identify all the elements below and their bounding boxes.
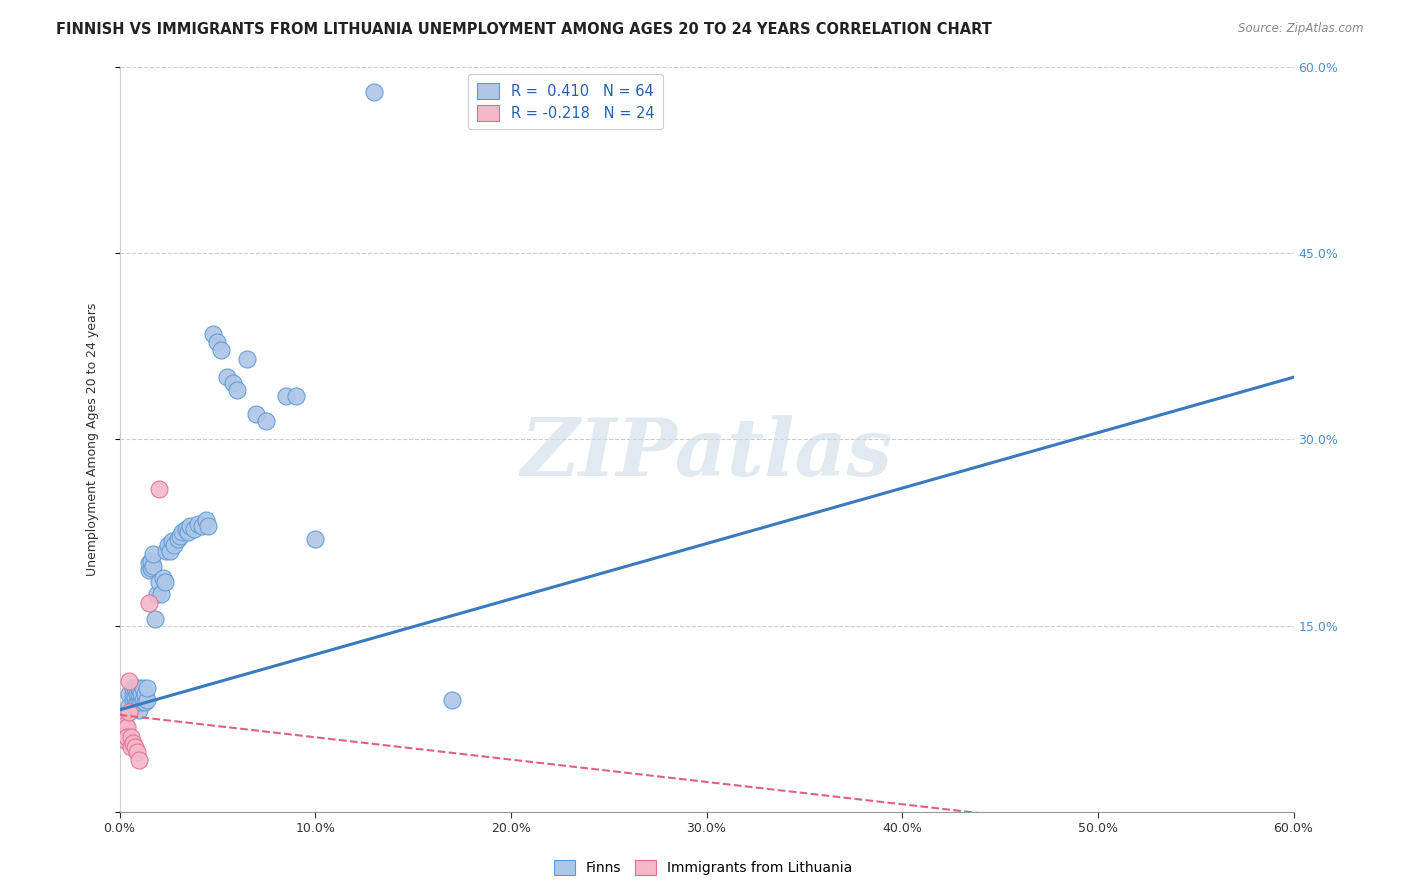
Point [149,587,172,601]
Point [128,753,150,767]
Point [108,720,131,734]
Point [134,687,156,701]
Point [143,612,166,626]
Point [441,693,464,707]
Point [172,525,194,540]
Point [209,343,232,357]
Point [145,587,167,601]
Point [110,715,132,730]
Point [139,554,162,568]
Point [235,351,257,366]
Point [139,561,162,575]
Point [108,715,131,730]
Point [114,732,136,747]
Point [202,326,225,341]
Point [127,696,149,710]
Point [148,575,170,590]
Point [177,525,200,540]
Point [174,522,197,536]
Point [128,703,150,717]
Point [112,720,135,734]
Point [112,715,135,730]
Point [142,558,165,573]
Point [152,571,174,585]
Point [114,728,136,742]
Point [110,720,132,734]
Point [142,547,165,561]
Text: ZIPatlas: ZIPatlas [520,416,893,493]
Point [155,544,177,558]
Point [254,414,277,428]
Point [153,575,176,590]
Point [132,681,155,695]
Point [128,681,150,695]
Point [124,690,146,705]
Point [135,693,157,707]
Point [225,383,249,397]
Point [159,544,181,558]
Point [110,730,132,744]
Point [134,696,156,710]
Point [124,699,146,714]
Point [135,681,157,695]
Point [197,519,219,533]
Point [304,532,326,546]
Point [148,482,170,496]
Point [122,687,145,701]
Point [127,687,149,701]
Point [179,519,201,533]
Legend: Finns, Immigrants from Lithuania: Finns, Immigrants from Lithuania [548,855,858,880]
Point [122,693,145,707]
Point [222,376,245,391]
Point [274,389,297,403]
Point [217,370,239,384]
Point [120,740,142,755]
Point [128,687,150,701]
Point [163,538,186,552]
Point [114,718,136,732]
Point [183,522,205,536]
Point [118,699,141,714]
Point [127,745,149,759]
Point [138,557,160,571]
Point [108,730,131,744]
Point [118,687,141,701]
Point [118,706,141,720]
Point [129,687,152,701]
Y-axis label: Unemployment Among Ages 20 to 24 years: Unemployment Among Ages 20 to 24 years [86,302,98,576]
Point [129,696,152,710]
Point [245,408,267,422]
Point [169,529,191,543]
Point [167,532,190,546]
Point [162,534,184,549]
Point [120,730,142,744]
Point [124,681,146,695]
Point [112,730,135,744]
Text: Source: ZipAtlas.com: Source: ZipAtlas.com [1239,22,1364,36]
Point [138,596,160,610]
Point [117,730,139,744]
Point [190,519,212,533]
Point [138,563,160,577]
Point [124,740,146,755]
Point [117,720,139,734]
Point [128,693,150,707]
Point [187,516,209,531]
Point [284,389,307,403]
Point [194,513,217,527]
Legend: R =  0.410   N = 64, R = -0.218   N = 24: R = 0.410 N = 64, R = -0.218 N = 24 [468,74,664,129]
Point [118,674,141,689]
Point [122,681,145,695]
Point [132,693,155,707]
Point [157,538,180,552]
Point [122,736,145,750]
Point [207,335,229,350]
Point [363,85,385,99]
Text: FINNISH VS IMMIGRANTS FROM LITHUANIA UNEMPLOYMENT AMONG AGES 20 TO 24 YEARS CORR: FINNISH VS IMMIGRANTS FROM LITHUANIA UNE… [56,22,993,37]
